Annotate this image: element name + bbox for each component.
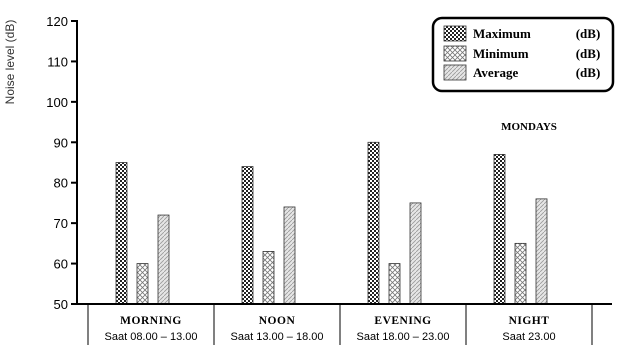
bar-minimum-morning [136,263,149,305]
y-axis-ticks: 50 60 70 80 90 100 110 120 [46,14,77,312]
category-labels: MORNING Saat 08.00 – 13.00 NOON Saat 13.00 … [105,315,556,343]
y-tick-label: 80 [54,176,68,191]
category-sublabel: Saat 13.00 – 18.00 [231,331,324,343]
legend-swatch-maximum [443,25,467,42]
category-label: MORNING [120,315,182,327]
bar-minimum-night [514,242,527,305]
chart-annotation: MONDAYS [501,121,557,133]
bar-minimum-evening [388,263,401,305]
bar-average-morning [157,214,170,305]
category-separators [87,304,593,345]
legend-unit: (dB) [576,26,601,41]
bar-average-evening [409,202,422,305]
category-label: NIGHT [509,315,550,327]
bar-maximum-morning [115,162,128,305]
legend-label-maximum: Maximum [473,26,531,41]
bar-average-noon [283,206,296,305]
category-sublabel: Saat 08.00 – 13.00 [105,331,198,343]
y-tick-label: 90 [54,135,68,150]
bar-minimum-noon [262,251,275,305]
bars [115,141,548,305]
category-sublabel: Saat 23.00 [502,331,555,343]
legend-label-minimum: Minimum [473,46,529,61]
bar-maximum-night [493,154,506,305]
legend-unit: (dB) [576,65,601,80]
y-tick-label: 120 [46,14,68,29]
category-label: NOON [259,315,296,327]
legend-swatch-minimum [443,45,467,62]
y-tick-label: 50 [54,297,68,312]
y-tick-label: 100 [46,95,68,110]
category-sublabel: Saat 18.00 – 23.00 [357,331,450,343]
legend-label-average: Average [473,65,518,80]
legend-box [431,16,615,93]
bar-maximum-noon [241,166,254,305]
legend-unit: (dB) [576,46,601,61]
y-tick-label: 60 [54,257,68,272]
y-axis-label: Noise level (dB) [3,20,17,105]
legend-swatch-average [443,64,467,81]
y-tick-label: 70 [54,216,68,231]
category-label: EVENING [374,315,431,327]
legend: Maximum (dB) Minimum (dB) Average (dB) [431,16,615,93]
bar-average-night [535,198,548,305]
bar-maximum-evening [367,141,380,305]
y-tick-label: 110 [47,54,68,69]
